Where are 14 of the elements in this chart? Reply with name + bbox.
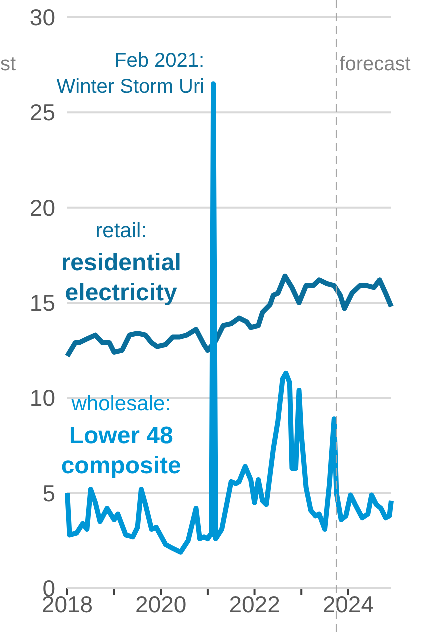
y-tick-label: 5 [42, 480, 56, 506]
y-tick-label: 25 [30, 100, 56, 126]
text: st [0, 54, 16, 76]
annotation: Feb 2021: Winter Storm Uri [56, 50, 205, 98]
y-tick-label: 15 [30, 290, 56, 316]
x-tick-label: 2020 [136, 592, 187, 618]
series-label: retail: residential electricity [61, 219, 182, 306]
y-tick-label: 10 [30, 385, 56, 412]
ref-line-label: forecast [340, 54, 412, 76]
y-tick-label: 20 [30, 194, 56, 221]
y-tick-label: 30 [30, 4, 56, 30]
x-tick-label: 2022 [229, 592, 280, 618]
series-label: wholesale: Lower 48 composite [61, 392, 182, 480]
x-tick-label: 2024 [322, 592, 374, 618]
